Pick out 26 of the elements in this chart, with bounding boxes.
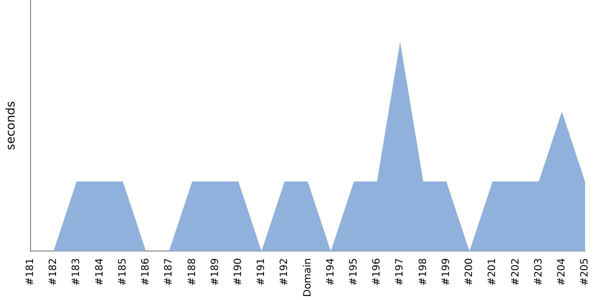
- x-tick-label: #204: [556, 258, 568, 286]
- y-axis-title: seconds: [3, 101, 18, 150]
- x-tick-label: #185: [117, 258, 128, 286]
- x-tick-label: #203: [533, 258, 544, 286]
- x-tick-label: #186: [140, 258, 152, 286]
- x-tick-label: #187: [164, 258, 175, 286]
- x-tick-label: #189: [210, 258, 221, 286]
- x-tick-label: #199: [440, 258, 452, 286]
- x-tick-label: #188: [186, 258, 198, 286]
- x-tick-label: #190: [232, 258, 244, 286]
- x-tick-label: Domain: [302, 258, 314, 298]
- x-tick-label: #205: [580, 258, 591, 286]
- x-tick-label: #198: [418, 258, 429, 286]
- x-tick-label: #182: [48, 258, 60, 286]
- x-tick-label: #197: [394, 258, 406, 286]
- x-tick-label: #183: [71, 258, 82, 286]
- x-tick-label: #195: [348, 258, 360, 286]
- x-tick-label: #191: [256, 258, 268, 286]
- x-tick-label: #200: [464, 258, 476, 286]
- x-tick-label: #192: [279, 258, 290, 286]
- x-tick-label: #181: [24, 258, 36, 286]
- x-tick-label: #184: [94, 258, 106, 286]
- x-tick-label: #202: [510, 258, 522, 286]
- x-tick-label: #196: [372, 258, 383, 286]
- x-tick-label: #201: [487, 258, 498, 286]
- x-tick-label: #194: [325, 258, 336, 286]
